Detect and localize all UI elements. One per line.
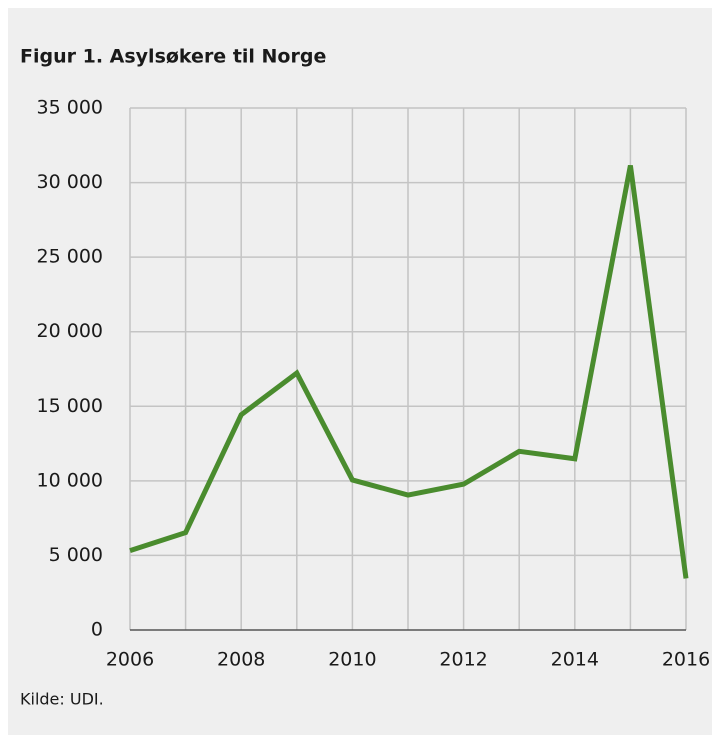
y-tick-label: 5 000 <box>49 544 103 566</box>
x-tick-label: 2012 <box>439 649 487 671</box>
x-tick-label: 2016 <box>662 649 710 671</box>
x-tick-label: 2010 <box>328 649 376 671</box>
y-tick-label: 30 000 <box>37 171 103 193</box>
chart-title: Figur 1. Asylsøkere til Norge <box>20 46 326 68</box>
x-tick-label: 2006 <box>106 649 154 671</box>
source-note: Kilde: UDI. <box>20 690 104 709</box>
x-tick-label: 2014 <box>551 649 599 671</box>
y-tick-label: 25 000 <box>37 246 103 268</box>
y-tick-label: 10 000 <box>37 469 103 491</box>
data-line <box>129 164 689 579</box>
x-tick-label: 2008 <box>217 649 265 671</box>
y-tick-label: 0 <box>91 619 103 641</box>
y-tick-label: 35 000 <box>37 97 103 119</box>
y-tick-label: 15 000 <box>37 395 103 417</box>
y-tick-label: 20 000 <box>37 320 103 342</box>
chart-background <box>8 8 712 735</box>
